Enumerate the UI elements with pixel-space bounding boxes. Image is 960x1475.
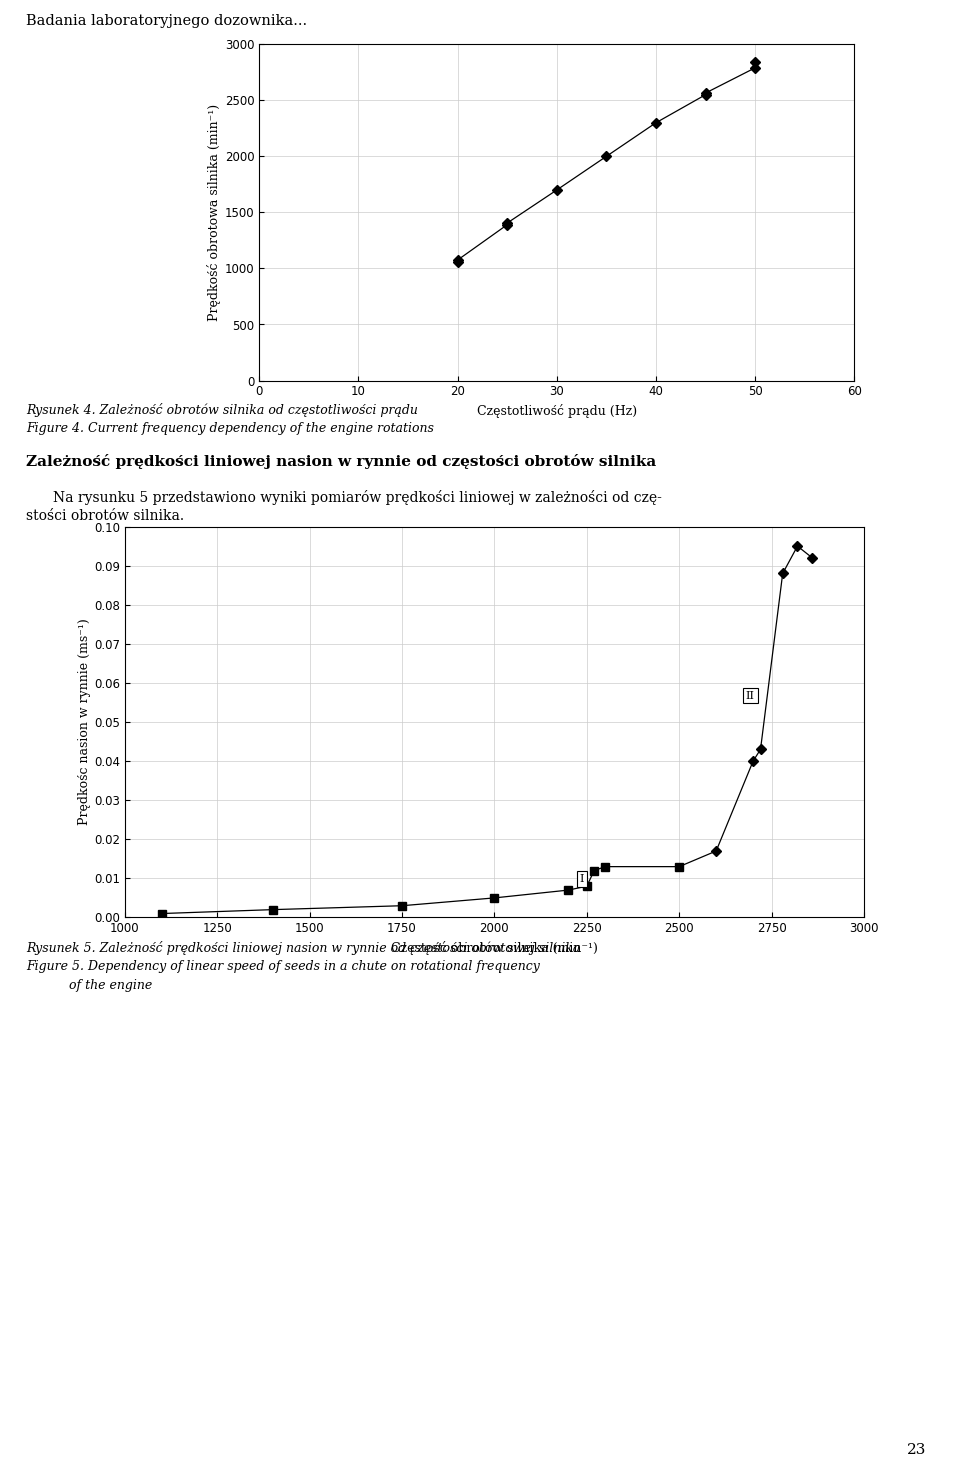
- Y-axis label: Prędkość obrotowa silnika (min⁻¹): Prędkość obrotowa silnika (min⁻¹): [206, 103, 221, 322]
- Text: 23: 23: [907, 1444, 926, 1457]
- Text: Figure 5. Dependency of linear speed of seeds in a chute on rotational frequency: Figure 5. Dependency of linear speed of …: [26, 960, 540, 974]
- Text: stości obrotów silnika.: stości obrotów silnika.: [26, 509, 184, 522]
- Text: Na rysunku 5 przedstawiono wyniki pomiarów prędkości liniowej w zależności od cz: Na rysunku 5 przedstawiono wyniki pomiar…: [53, 490, 661, 504]
- X-axis label: Częstość obrotów silnika (min⁻¹): Częstość obrotów silnika (min⁻¹): [391, 941, 598, 954]
- Text: Zależność prędkości liniowej nasion w rynnie od częstości obrotów silnika: Zależność prędkości liniowej nasion w ry…: [26, 454, 657, 469]
- Text: II: II: [746, 690, 755, 701]
- Text: I: I: [580, 875, 584, 885]
- Y-axis label: Prędkośc nasion w rynnie (ms⁻¹): Prędkośc nasion w rynnie (ms⁻¹): [78, 618, 91, 826]
- Text: of the engine: of the engine: [53, 979, 152, 993]
- Text: Badania laboratoryjnego dozownika...: Badania laboratoryjnego dozownika...: [26, 13, 307, 28]
- Text: Rysunek 5. Zależność prędkości liniowej nasion w rynnie od częstości obrotowej s: Rysunek 5. Zależność prędkości liniowej …: [26, 941, 580, 954]
- Text: Rysunek 4. Zależność obrotów silnika od częstotliwości prądu: Rysunek 4. Zależność obrotów silnika od …: [26, 403, 418, 416]
- Text: Figure 4. Current frequency dependency of the engine rotations: Figure 4. Current frequency dependency o…: [26, 422, 434, 435]
- X-axis label: Częstotliwość prądu (Hz): Częstotliwość prądu (Hz): [477, 404, 636, 417]
